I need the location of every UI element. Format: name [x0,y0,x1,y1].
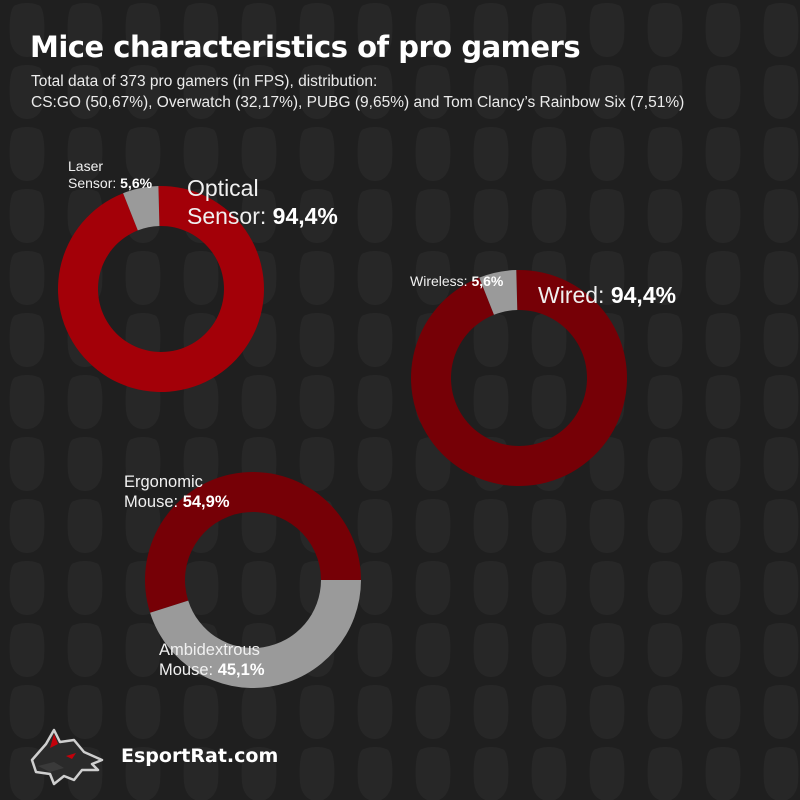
wireless-value: 5,6% [471,273,504,289]
laser-sensor-value: 5,6% [120,174,153,191]
page-subtitle: Total data of 373 pro gamers (in FPS), d… [31,71,684,113]
laser-sensor-label: Laser Sensor: 5,6% [68,158,153,191]
wolf-head-icon [30,728,104,786]
ambidextrous-mouse-value: 45,1% [217,660,265,679]
subtitle-line-1: Total data of 373 pro gamers (in FPS), d… [31,73,378,90]
ambidextrous-mouse-label: Ambidextrous Mouse: 45,1% [159,641,265,679]
footer-site-name: EsportRat.com [121,745,279,767]
slice-wired [411,270,627,487]
optical-sensor-label: Optical Sensor: 94,4% [187,175,338,229]
slice-laser-sensor [123,186,160,231]
donut-chart-sensor [57,186,264,393]
wired-label: Wired: 94,4% [538,282,677,308]
slice-optical-sensor [57,186,264,393]
optical-sensor-value: 94,4% [272,202,338,229]
wired-value: 94,4% [610,282,677,308]
donut-chart-shape [145,472,361,688]
slice-wireless [479,270,518,315]
wireless-label: Wireless: 5,6% [410,273,504,289]
ergonomic-mouse-value: 54,9% [182,492,230,511]
page-title: Mice characteristics of pro gamers [30,30,581,64]
slice-ergonomic-mouse [145,472,361,613]
subtitle-line-2: CS:GO (50,67%), Overwatch (32,17%), PUBG… [31,94,685,111]
ergonomic-mouse-label: Ergonomic Mouse: 54,9% [124,473,230,511]
donut-chart-connection [411,270,627,487]
slice-ambidextrous-mouse [150,580,361,688]
